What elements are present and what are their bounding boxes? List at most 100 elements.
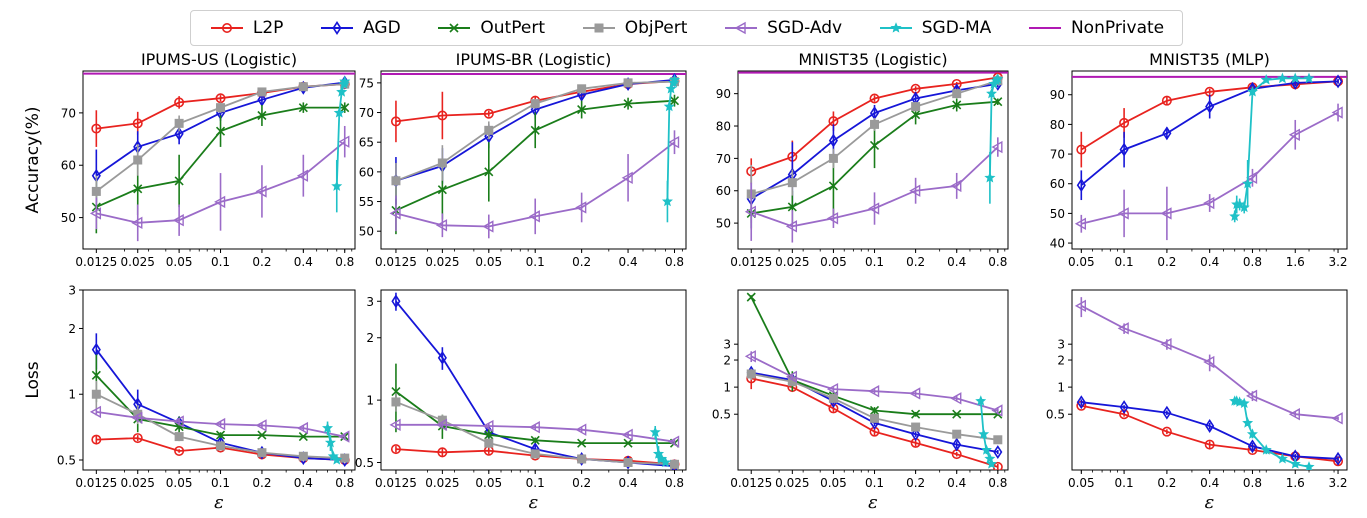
- y-tick-label: 50: [61, 211, 76, 225]
- chart-panel-3: MNIST35 (Logistic) 0.0125 0.025 0.05 0.1 0.2 0…: [716, 50, 1009, 269]
- y-tick-label: 60: [359, 165, 374, 179]
- plot-area: [744, 292, 1003, 470]
- series-sgd-adv: [389, 418, 680, 448]
- data-point-outpert: [952, 100, 962, 110]
- x-tick-label: 0.05: [820, 255, 847, 269]
- y-tick-label: 60: [716, 184, 731, 198]
- data-point-outpert: [530, 435, 540, 445]
- data-point-outpert: [298, 103, 308, 113]
- data-point-sgd-adv: [744, 205, 756, 218]
- data-point-agd: [1119, 400, 1129, 415]
- y-tick-label: 70: [1050, 148, 1065, 162]
- panel-title: MNIST35 (MLP): [1149, 50, 1270, 69]
- legend-swatch: [725, 21, 758, 35]
- data-point-outpert: [530, 125, 540, 135]
- data-point-objpert: [746, 369, 756, 379]
- data-point-objpert: [577, 84, 587, 94]
- data-point-sgd-adv: [131, 411, 143, 425]
- data-point-sgd-adv: [1074, 217, 1087, 230]
- legend-marker: [890, 22, 902, 33]
- data-point-sgd-adv: [1160, 207, 1172, 220]
- data-point-outpert: [484, 167, 494, 177]
- data-point-agd: [1333, 451, 1343, 466]
- x-tick-label: 0.8: [335, 476, 354, 490]
- x-tick-label: 0.8: [988, 255, 1007, 269]
- x-axis-label: ε: [868, 492, 878, 513]
- data-point-l2p: [1119, 409, 1130, 420]
- x-tick-label: 3.2: [1328, 476, 1347, 490]
- x-tick-label: 0.05: [166, 255, 193, 269]
- data-point-l2p: [869, 93, 880, 104]
- x-tick-label: 0.8: [1243, 255, 1262, 269]
- y-tick-label: 70: [359, 106, 374, 120]
- data-point-sgd-ma: [978, 428, 990, 439]
- data-point-agd: [911, 427, 921, 442]
- data-point-agd: [1162, 405, 1172, 420]
- chart-panel-8: 0.05 0.1 0.2 0.4 0.8 1.6 3.2 0.5 1 2 3 ε: [1046, 289, 1348, 513]
- legend-swatch: [582, 23, 615, 33]
- x-tick-label: 0.1: [211, 255, 230, 269]
- x-tick-label: 0.2: [252, 476, 271, 490]
- data-point-sgd-ma: [661, 195, 673, 207]
- data-point-objpert: [174, 118, 184, 128]
- data-point-sgd-ma: [1242, 417, 1254, 428]
- data-point-sgd-adv: [575, 201, 587, 214]
- data-point-objpert: [257, 448, 267, 458]
- data-point-objpert: [623, 78, 633, 88]
- x-axis-label: ε: [214, 492, 224, 513]
- data-point-sgd-adv: [826, 382, 839, 396]
- y-tick-label: 60: [61, 159, 76, 173]
- series-outpert: [391, 363, 680, 448]
- data-point-agd: [437, 350, 447, 365]
- x-tick-label: 0.025: [121, 476, 155, 490]
- data-point-sgd-adv: [668, 136, 680, 149]
- data-point-sgd-ma: [975, 395, 987, 406]
- data-point-sgd-adv: [435, 418, 448, 432]
- plot-frame: [82, 70, 356, 250]
- x-tick-label: 0.05: [820, 476, 847, 490]
- data-point-sgd-adv: [575, 423, 587, 436]
- data-point-objpert: [952, 89, 962, 99]
- data-point-sgd-ma: [1246, 85, 1258, 97]
- chart-panel-7: 0.0125 0.025 0.05 0.1 0.2 0.4 0.8 0.5 1 2 3 ε: [712, 289, 1009, 513]
- x-tick-label: 0.2: [906, 255, 925, 269]
- data-point-sgd-ma: [980, 444, 992, 455]
- data-point-sgd-adv: [991, 140, 1003, 154]
- data-point-sgd-adv: [214, 195, 226, 209]
- legend-marker: [332, 21, 342, 35]
- data-point-objpert: [911, 102, 921, 112]
- data-point-objpert: [340, 453, 350, 463]
- data-point-sgd-adv: [89, 207, 102, 220]
- y-tick-label: 2: [1057, 354, 1065, 368]
- data-point-objpert: [133, 155, 143, 165]
- x-tick-label: 0.4: [619, 255, 638, 269]
- legend-label: SGD-Adv: [767, 18, 843, 38]
- data-point-outpert: [340, 103, 350, 113]
- series-l2p: [1076, 400, 1344, 467]
- x-tick-label: 0.1: [526, 255, 545, 269]
- x-tick-label: 0.025: [121, 255, 155, 269]
- legend-label: L2P: [252, 18, 284, 38]
- y-axis-label: Accuracy(%): [23, 106, 43, 213]
- data-point-sgd-adv: [826, 212, 839, 225]
- plot-frame: [82, 289, 356, 471]
- series-sgd-ma: [984, 73, 1004, 204]
- data-point-sgd-adv: [296, 421, 309, 435]
- legend-label: NonPrivate: [1070, 18, 1165, 38]
- data-point-outpert: [91, 370, 101, 380]
- x-tick-label: 0.2: [906, 476, 925, 490]
- data-point-l2p: [437, 110, 448, 121]
- data-point-agd: [1205, 99, 1215, 114]
- data-point-sgd-adv: [1117, 207, 1129, 220]
- data-point-objpert: [174, 432, 184, 442]
- x-tick-label: 0.05: [166, 476, 193, 490]
- data-point-objpert: [298, 82, 308, 92]
- series-sgd-adv: [89, 405, 350, 443]
- data-point-sgd-ma: [324, 436, 336, 448]
- y-tick-label: 0.5: [1046, 408, 1065, 422]
- data-point-l2p: [1204, 439, 1215, 450]
- data-point-sgd-adv: [172, 415, 184, 428]
- data-point-sgd-ma: [665, 82, 677, 94]
- x-tick-label: 0.8: [1243, 476, 1262, 490]
- data-point-outpert: [623, 438, 633, 448]
